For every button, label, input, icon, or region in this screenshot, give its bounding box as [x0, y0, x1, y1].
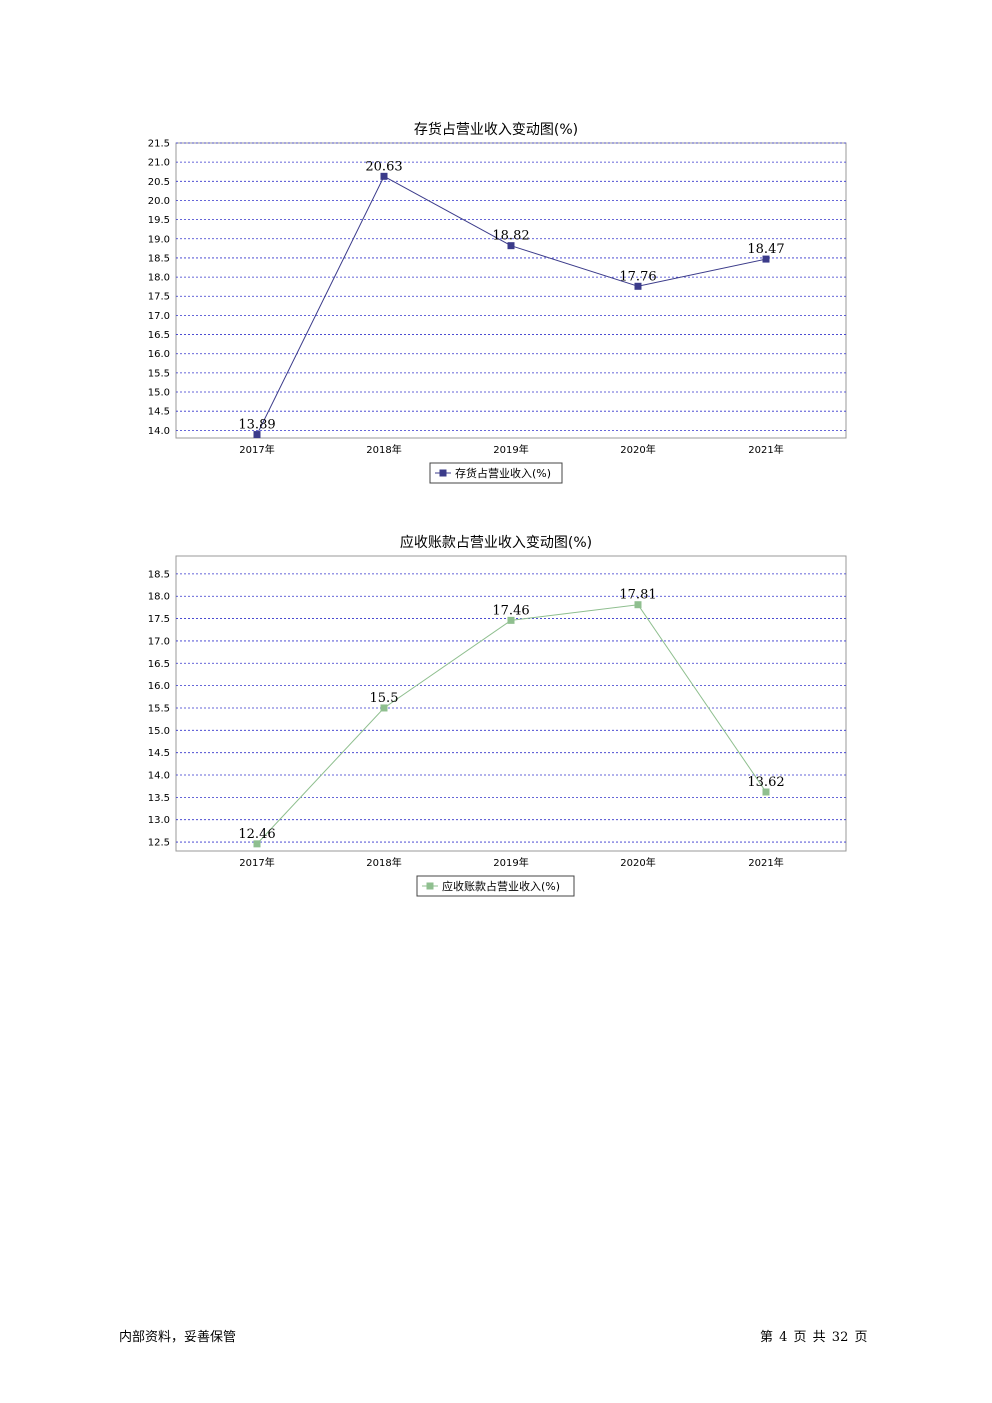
data-label: 17.76	[619, 269, 656, 284]
data-point	[507, 242, 515, 250]
chart-svg: 存货占营业收入变动图(%) 14.0 14.5 15.0 15.5 16.0 16.5 17.…	[148, 121, 847, 484]
data-point	[634, 601, 642, 609]
legend-box	[416, 875, 575, 897]
plot-area	[175, 142, 847, 439]
legend-box	[429, 462, 563, 484]
y-tick-label: 13.0	[148, 815, 170, 826]
y-tick-label: 18.5	[148, 253, 170, 264]
x-tick-label: 2017年	[239, 856, 274, 869]
y-tick-label: 17.5	[148, 292, 170, 303]
data-point	[634, 282, 642, 290]
footer-page-number: 第 4 页 共 32 页	[760, 1330, 868, 1345]
legend-label: 存货占营业收入(%)	[455, 466, 551, 480]
y-tick-label: 15.5	[148, 703, 170, 714]
y-tick-label: 19.0	[148, 234, 170, 245]
data-point	[380, 704, 388, 712]
x-tick-label: 2021年	[748, 443, 783, 456]
y-tick-label: 16.0	[148, 349, 170, 360]
data-label: 20.63	[365, 159, 402, 174]
legend: 应收账款占营业收入(%)	[416, 875, 575, 897]
y-tick-label: 14.0	[148, 771, 170, 782]
y-tick-label: 14.5	[148, 748, 170, 759]
data-point	[253, 840, 261, 848]
y-tick-label: 14.5	[148, 407, 170, 418]
y-tick-label: 16.0	[148, 681, 170, 692]
x-tick-label: 2020年	[620, 443, 655, 456]
y-tick-label: 16.5	[148, 659, 170, 670]
data-label: 18.82	[492, 229, 529, 244]
y-tick-label: 17.0	[148, 311, 170, 322]
data-point	[253, 431, 261, 439]
y-tick-label: 17.5	[148, 614, 170, 625]
y-tick-label: 17.0	[148, 636, 170, 647]
y-tick-label: 13.5	[148, 793, 170, 804]
plot-area	[175, 555, 847, 852]
y-tick-label: 18.0	[148, 592, 170, 603]
receivables-ratio-chart: 应收账款占营业收入变动图(%) 12.5 13.0 13.5 14.0 14.5 15.0 1…	[0, 528, 992, 908]
x-tick-label: 2019年	[493, 443, 528, 456]
chart-svg: 应收账款占营业收入变动图(%) 12.5 13.0 13.5 14.0 14.5 15.0 1…	[148, 534, 847, 897]
data-point	[507, 616, 515, 624]
data-point	[762, 255, 770, 263]
data-label: 17.46	[492, 603, 529, 618]
legend: 存货占营业收入(%)	[429, 462, 563, 484]
data-label: 13.89	[238, 418, 275, 433]
data-point	[762, 788, 770, 796]
y-tick-label: 15.0	[148, 726, 170, 737]
y-tick-label: 20.0	[148, 196, 170, 207]
data-label: 15.5	[370, 691, 399, 706]
x-tick-label: 2017年	[239, 443, 274, 456]
x-tick-label: 2021年	[748, 856, 783, 869]
legend-marker	[439, 469, 447, 477]
chart-title: 应收账款占营业收入变动图(%)	[400, 534, 592, 551]
y-tick-label: 20.5	[148, 177, 170, 188]
y-tick-label: 18.0	[148, 273, 170, 284]
x-tick-label: 2018年	[366, 856, 401, 869]
y-tick-label: 12.5	[148, 838, 170, 849]
y-tick-label: 18.5	[148, 569, 170, 580]
footer-confidential-note: 内部资料，妥善保管	[119, 1330, 237, 1345]
data-label: 12.46	[238, 827, 275, 842]
data-point	[380, 172, 388, 180]
y-tick-label: 14.0	[148, 426, 170, 437]
y-tick-label: 15.5	[148, 368, 170, 379]
y-tick-label: 19.5	[148, 215, 170, 226]
inventory-ratio-chart: 存货占营业收入变动图(%) 14.0 14.5 15.0 15.5 16.0 16.5 17.…	[0, 115, 992, 495]
data-label: 13.62	[747, 775, 784, 790]
data-label: 17.81	[619, 588, 656, 603]
y-tick-label: 21.5	[148, 139, 170, 150]
x-tick-label: 2019年	[493, 856, 528, 869]
y-tick-label: 21.0	[148, 158, 170, 169]
y-tick-label: 15.0	[148, 388, 170, 399]
x-tick-label: 2020年	[620, 856, 655, 869]
x-tick-label: 2018年	[366, 443, 401, 456]
legend-label: 应收账款占营业收入(%)	[442, 879, 560, 893]
legend-marker	[426, 882, 434, 890]
data-label: 18.47	[747, 242, 784, 257]
chart-title: 存货占营业收入变动图(%)	[414, 121, 578, 138]
y-tick-label: 16.5	[148, 330, 170, 341]
